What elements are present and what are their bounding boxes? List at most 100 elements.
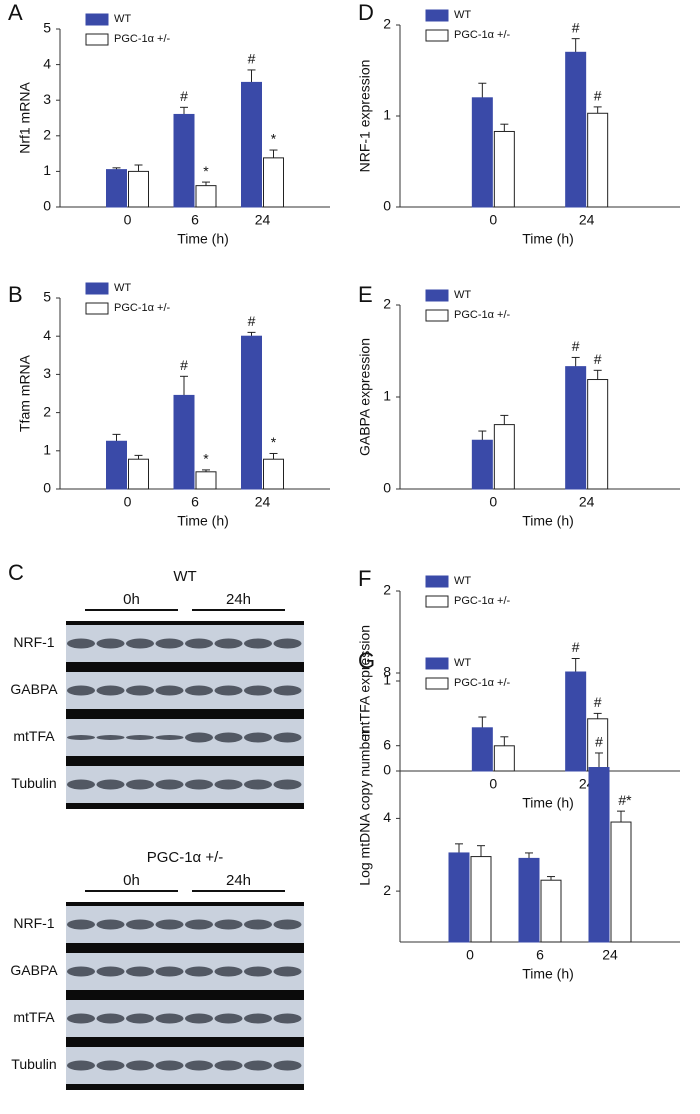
blot-band <box>96 1013 125 1024</box>
blot-band <box>155 966 184 977</box>
blot-band <box>214 685 243 696</box>
blot-band <box>67 919 95 930</box>
bar <box>471 727 493 772</box>
significance-label: * <box>203 451 209 467</box>
blot-band <box>155 638 184 649</box>
time-label: 0h <box>123 872 140 889</box>
x-axis-label: Time (h) <box>522 513 574 529</box>
blot-band <box>214 638 243 649</box>
legend-swatch <box>425 657 449 670</box>
y-tick-label: 4 <box>43 327 51 343</box>
bar <box>565 671 587 772</box>
blot-band <box>273 1060 302 1071</box>
bar <box>470 856 492 943</box>
significance-label: # <box>594 694 602 710</box>
bar <box>173 394 195 490</box>
y-tick-label: 0 <box>43 198 51 214</box>
bar <box>493 130 515 208</box>
blot-band <box>185 779 213 790</box>
significance-label: # <box>572 639 580 655</box>
legend-label: WT <box>114 282 131 294</box>
y-tick-label: 0 <box>383 198 391 214</box>
significance-label: # <box>594 88 602 104</box>
blot-band <box>96 735 125 740</box>
blot-band <box>185 1013 213 1024</box>
blot-band <box>155 1060 184 1071</box>
panel-letter: D <box>358 0 374 25</box>
blot-band <box>96 1060 125 1071</box>
x-tick-label: 24 <box>579 212 595 228</box>
blot-band <box>244 685 272 696</box>
x-axis-label: Time (h) <box>522 231 574 247</box>
blot-band <box>126 1060 154 1071</box>
blot-band <box>185 919 213 930</box>
y-axis-label: NRF-1 expression <box>357 60 373 173</box>
bar <box>588 767 610 943</box>
y-tick-label: 1 <box>43 162 51 178</box>
y-tick-label: 1 <box>43 442 51 458</box>
y-tick-label: 1 <box>383 672 391 688</box>
x-tick-label: 24 <box>602 947 618 963</box>
y-axis-label: Tfam mRNA <box>17 354 33 432</box>
legend-label: PGC-1α +/- <box>454 595 511 607</box>
x-tick-label: 0 <box>489 494 497 510</box>
bar <box>610 821 632 943</box>
blot-band <box>96 919 125 930</box>
blot-band <box>244 1013 272 1024</box>
bar <box>587 379 609 490</box>
legend-label: PGC-1α +/- <box>114 33 171 45</box>
blot-band <box>273 966 302 977</box>
blot-band <box>273 1013 302 1024</box>
bar <box>195 185 217 208</box>
blot-band <box>244 732 272 743</box>
y-tick-label: 8 <box>383 664 391 680</box>
y-tick-label: 5 <box>43 289 51 305</box>
legend-swatch <box>425 29 449 42</box>
blot-band <box>214 732 243 743</box>
blot-band <box>155 779 184 790</box>
blot-band <box>214 919 243 930</box>
y-tick-label: 2 <box>383 16 391 32</box>
legend-label: WT <box>454 9 471 21</box>
bar <box>128 458 149 490</box>
panel-letter: B <box>8 282 23 307</box>
blot-band <box>244 966 272 977</box>
blot-band <box>126 919 154 930</box>
time-label: 24h <box>226 591 251 608</box>
x-tick-label: 0 <box>489 212 497 228</box>
bar <box>448 852 470 943</box>
blot-band <box>67 685 95 696</box>
legend-label: WT <box>454 575 471 587</box>
blot-band <box>244 779 272 790</box>
panel-letter: E <box>358 282 373 307</box>
significance-label: # <box>594 351 602 367</box>
panel-letter: A <box>8 0 23 25</box>
blot-band <box>273 919 302 930</box>
bar <box>540 879 562 943</box>
blot-band <box>244 919 272 930</box>
y-tick-label: 4 <box>383 809 391 825</box>
significance-label: # <box>572 338 580 354</box>
blot-band <box>244 1060 272 1071</box>
legend-swatch <box>85 33 109 46</box>
blot-band <box>126 638 154 649</box>
legend-swatch <box>425 9 449 22</box>
blot-band <box>214 1060 243 1071</box>
bar <box>493 424 515 490</box>
blot-band <box>67 638 95 649</box>
bar <box>471 97 493 208</box>
y-tick-label: 6 <box>383 736 391 752</box>
x-tick-label: 24 <box>579 494 595 510</box>
legend-label: WT <box>454 657 471 669</box>
significance-label: * <box>271 131 277 147</box>
x-tick-label: 0 <box>124 494 132 510</box>
y-tick-label: 0 <box>383 480 391 496</box>
blot-band <box>244 638 272 649</box>
x-axis-label: Time (h) <box>522 966 574 982</box>
blot-band <box>126 966 154 977</box>
y-tick-label: 2 <box>43 403 51 419</box>
y-tick-label: 0 <box>383 762 391 778</box>
bar <box>263 157 284 208</box>
bar <box>587 112 609 208</box>
x-tick-label: 0 <box>466 947 474 963</box>
